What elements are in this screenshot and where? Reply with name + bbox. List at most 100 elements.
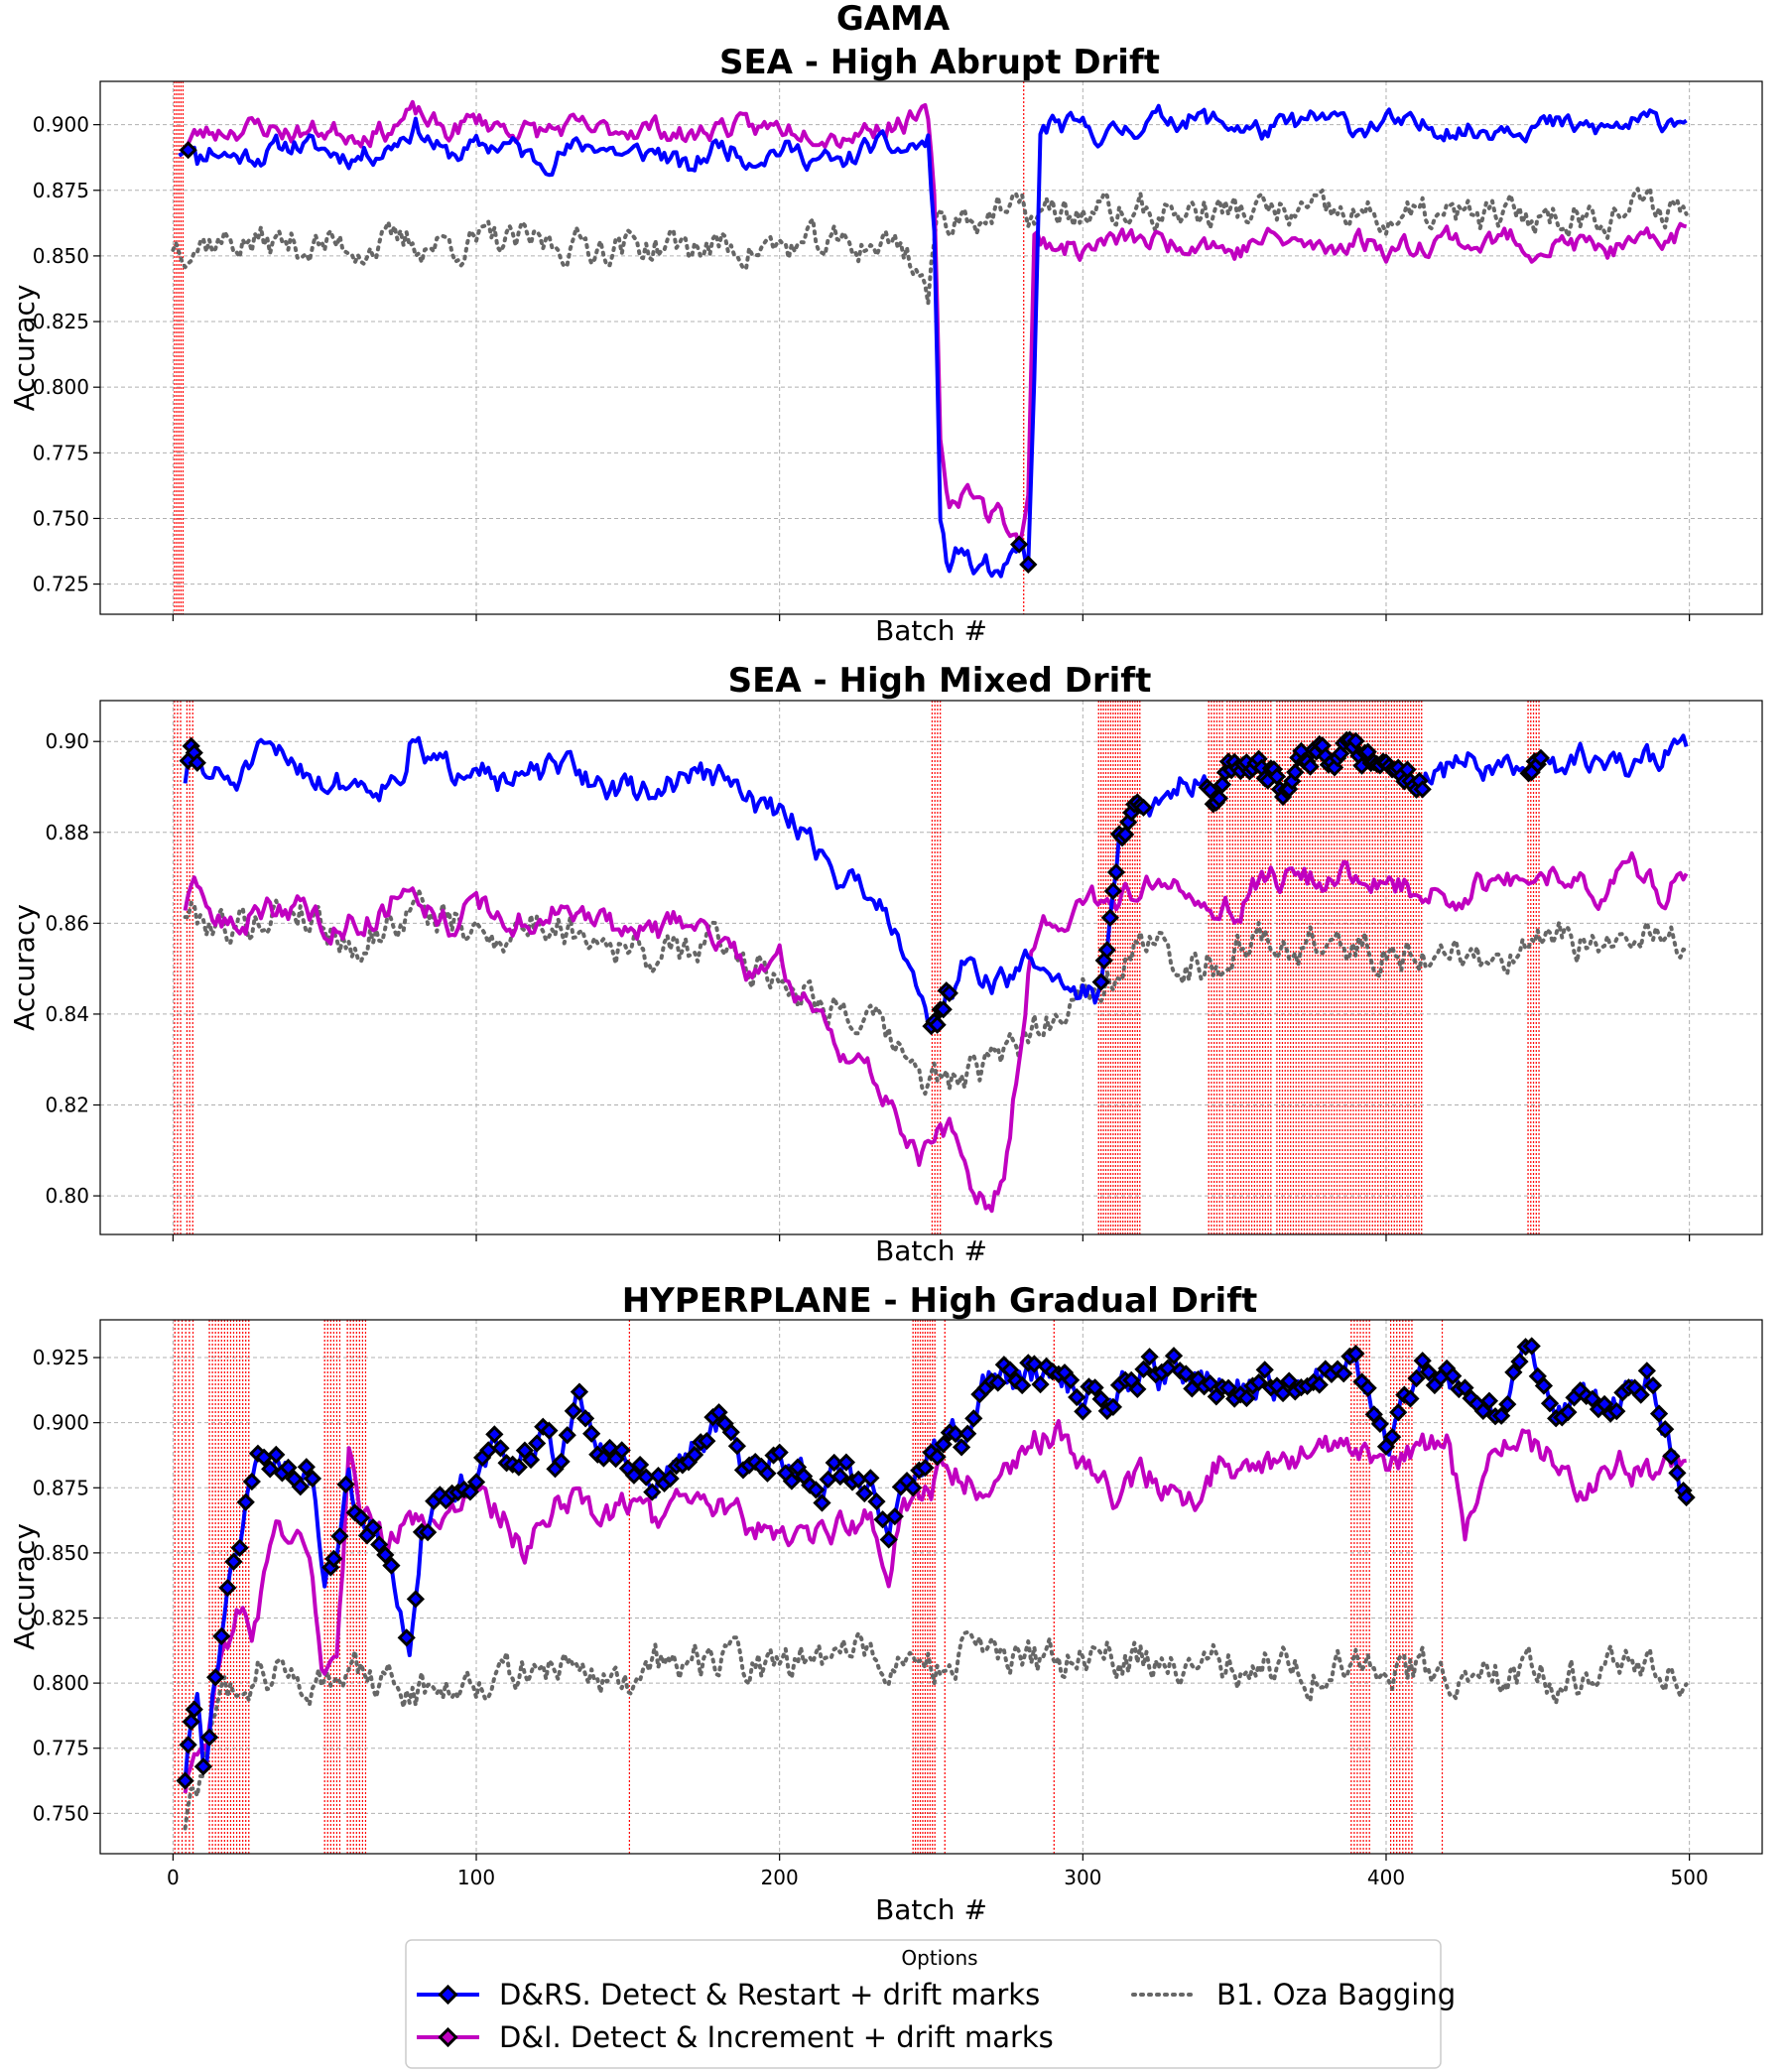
drift-marker-diamond <box>1074 1402 1092 1421</box>
drift-marker-diamond <box>1631 1385 1650 1404</box>
panel-mixed: SEA - High Mixed Drift 0.800.820.840.860… <box>8 661 1763 1267</box>
y-tick-label: 0.850 <box>33 1541 89 1565</box>
drift-marker-diamond <box>600 1438 619 1458</box>
drift-marker-diamond <box>1662 1447 1681 1466</box>
y-tick-label: 0.88 <box>45 821 89 844</box>
drift-markers <box>179 730 1550 1036</box>
drift-marker-diamond <box>558 1426 576 1445</box>
grid <box>100 1320 1762 1854</box>
drift-marker-diamond <box>324 1549 343 1568</box>
legend-diamond-icon <box>438 1984 458 2006</box>
drift-marker-diamond <box>1255 1360 1274 1379</box>
drift-marker-diamond <box>1382 1428 1402 1447</box>
figure-suptitle: GAMA <box>836 0 951 39</box>
drift-marker-diamond <box>964 1409 983 1428</box>
y-ticks: 0.750 0.775 0.800 0.825 0.850 0.875 0.900 0.925 <box>33 1346 100 1825</box>
drift-marker-diamond <box>418 1522 438 1542</box>
y-tick-label: 0.84 <box>45 1002 89 1026</box>
drift-marker-diamond <box>879 1530 898 1549</box>
x-ticks <box>172 1234 1691 1241</box>
y-tick-label: 0.850 <box>33 244 89 268</box>
axes-frame <box>99 80 1763 615</box>
drift-marker-diamond <box>940 983 958 1002</box>
grid <box>100 81 1762 614</box>
drift-marker-diamond <box>1201 781 1219 800</box>
y-tick-label: 0.825 <box>33 1606 89 1629</box>
drift-marker-diamond <box>1492 1406 1511 1425</box>
legend-diamond-icon <box>438 2026 458 2048</box>
drift-marker-diamond <box>830 1467 849 1487</box>
panel-abrupt: SEA - High Abrupt Drift 0.7250.7500.7750… <box>8 43 1763 647</box>
drift-marker-diamond <box>1310 1375 1329 1394</box>
drift-marker-diamond <box>1100 908 1119 927</box>
drift-marker-diamond <box>630 1455 650 1475</box>
series-line-restart <box>178 103 1688 579</box>
drift-marker-diamond <box>1413 1352 1432 1370</box>
drift-marker-diamond <box>1346 1345 1365 1363</box>
drift-marker-diamond <box>1068 1387 1086 1407</box>
y-tick-label: 0.775 <box>33 441 89 464</box>
drift-marker-diamond <box>1637 1361 1656 1380</box>
drift-marker-diamond <box>397 1628 416 1647</box>
y-tick-label: 0.875 <box>33 1476 89 1499</box>
series-lines <box>171 99 1689 579</box>
drift-marker-diamond <box>1134 1360 1153 1378</box>
drift-marker-diamond <box>1019 555 1038 574</box>
x-ticks: 0 100 200 300 400 500 <box>167 1854 1709 1889</box>
drift-marker-diamond <box>661 1469 680 1489</box>
drift-marker-diamond <box>1335 1364 1353 1383</box>
drift-marker-diamond <box>807 1481 826 1499</box>
axes-frame <box>99 1319 1763 1855</box>
drift-marker-diamond <box>193 1757 213 1776</box>
drift-marker-diamond <box>242 1472 261 1491</box>
drift-marker-diamond <box>934 1000 953 1019</box>
drift-marker-diamond <box>206 1668 225 1687</box>
drift-marker-diamond <box>582 1424 601 1443</box>
y-ticks: 0.725 0.750 0.775 0.800 0.825 0.850 0.875 0.900 <box>33 113 100 596</box>
x-tick-label: 0 <box>167 1866 180 1889</box>
drift-marker-diamond <box>709 1403 728 1422</box>
drift-marker-diamond <box>1031 1374 1050 1394</box>
drift-marker-diamond <box>1237 1388 1256 1408</box>
drift-marker-diamond <box>1103 881 1123 901</box>
drift-marker-diamond <box>199 1728 219 1747</box>
drift-marker-diamond <box>1473 1401 1492 1421</box>
drift-marker-diamond <box>1370 1414 1389 1434</box>
y-tick-label: 0.90 <box>45 729 89 753</box>
drift-marker-diamond <box>782 1472 802 1490</box>
drift-marker-diamond <box>1115 825 1135 843</box>
drift-marker-diamond <box>1286 763 1305 782</box>
drift-marker-diamond <box>376 1545 395 1565</box>
drift-marker-diamond <box>1106 862 1126 882</box>
y-tick-label: 0.825 <box>33 310 89 333</box>
drift-markers <box>179 141 1038 574</box>
drift-marker-diamond <box>861 1469 880 1488</box>
panel-title: HYPERPLANE - High Gradual Drift <box>622 1281 1258 1321</box>
y-tick-label: 0.80 <box>45 1184 89 1208</box>
drift-marker-diamond <box>1607 1401 1626 1421</box>
drift-marker-diamond <box>540 1421 559 1440</box>
drift-marker-diamond <box>279 1458 298 1478</box>
drift-marker-diamond <box>643 1483 662 1501</box>
drift-marker-diamond <box>212 1626 231 1645</box>
y-axis-label: Accuracy <box>8 285 41 412</box>
drift-marker-diamond <box>1025 1355 1044 1373</box>
drift-marker-diamond <box>698 1432 716 1451</box>
drift-marker-diamond <box>182 1712 200 1732</box>
drift-marker-diamond <box>351 1508 370 1527</box>
drift-lines <box>174 81 1025 614</box>
drift-marker-diamond <box>1280 1371 1299 1390</box>
drift-marker-diamond <box>612 1441 631 1460</box>
drift-marker-diamond <box>1249 1372 1268 1392</box>
drift-marker-diamond <box>1649 1404 1669 1423</box>
drift-marker-diamond <box>1177 1364 1196 1383</box>
drift-marker-diamond <box>261 1460 280 1479</box>
x-tick-label: 100 <box>457 1866 495 1889</box>
drift-marker-diamond <box>1643 1376 1663 1395</box>
y-tick-label: 0.875 <box>33 179 89 202</box>
legend-label-increment: D&I. Detect & Increment + drift marks <box>499 2020 1054 2054</box>
drift-marker-diamond <box>185 1700 203 1719</box>
drift-marker-diamond <box>1504 1362 1523 1382</box>
